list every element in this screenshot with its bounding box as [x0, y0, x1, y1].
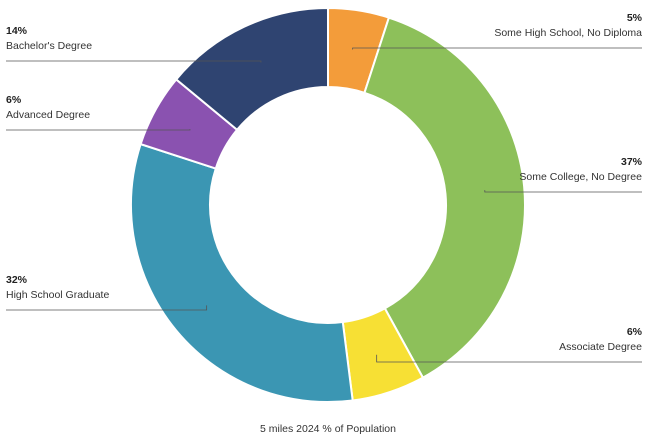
slice-category-label: Bachelor's Degree [6, 40, 92, 52]
slice-category-label: Some College, No Degree [519, 171, 642, 183]
leader-line [6, 129, 191, 131]
slice-high-school-graduate [130, 142, 354, 403]
slice-category-label: Associate Degree [559, 341, 642, 353]
slice-percent-label: 32% [6, 274, 28, 286]
leader-line [484, 190, 642, 193]
slice-percent-label: 14% [6, 25, 28, 37]
slice-percent-label: 6% [627, 326, 643, 338]
leader-line [6, 305, 208, 311]
slice-percent-label: 5% [627, 12, 643, 24]
donut-slices [130, 6, 526, 403]
slice-labels: 5% Some High School, No Diploma 37% Some Co… [6, 12, 643, 353]
leader-line [6, 60, 262, 63]
slice-percent-label: 6% [6, 94, 22, 106]
slice-category-label: High School Graduate [6, 289, 109, 301]
leader-lines [6, 47, 642, 363]
slice-category-label: Advanced Degree [6, 109, 90, 121]
leader-line [376, 354, 642, 363]
slice-bachelor-s-degree [174, 6, 329, 132]
slice-category-label: Some High School, No Diploma [494, 27, 642, 39]
chart-caption: 5 miles 2024 % of Population [260, 423, 396, 435]
slice-percent-label: 37% [621, 156, 643, 168]
leader-line [352, 47, 642, 50]
